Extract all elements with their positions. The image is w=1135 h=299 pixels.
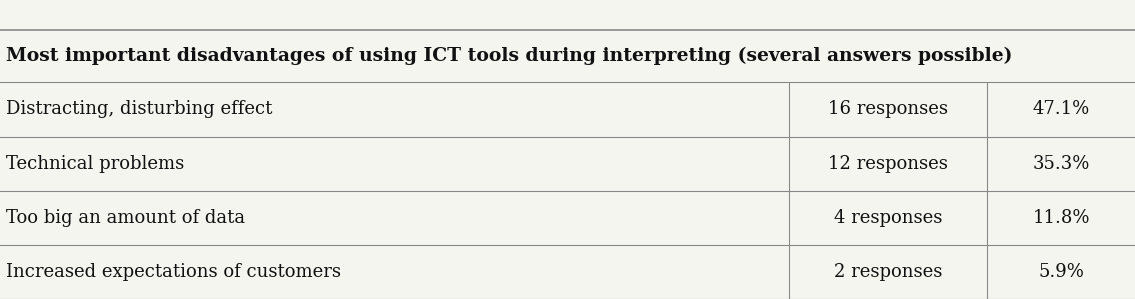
Bar [0,30,1135,82]
Text: 12 responses: 12 responses [829,155,948,173]
Text: 4 responses: 4 responses [834,209,942,227]
Bar [0,82,1135,137]
Text: Increased expectations of customers: Increased expectations of customers [6,263,340,281]
Bar [0,137,1135,191]
Text: 35.3%: 35.3% [1033,155,1090,173]
Text: 5.9%: 5.9% [1039,263,1084,281]
Text: 16 responses: 16 responses [829,100,948,118]
Text: Technical problems: Technical problems [6,155,184,173]
Text: 2 responses: 2 responses [834,263,942,281]
Text: Too big an amount of data: Too big an amount of data [6,209,245,227]
Bar [0,245,1135,299]
Text: 47.1%: 47.1% [1033,100,1090,118]
Bar [0,191,1135,245]
Text: Distracting, disturbing effect: Distracting, disturbing effect [6,100,272,118]
Text: 11.8%: 11.8% [1033,209,1090,227]
Text: Most important disadvantages of using ICT tools during interpreting (several ans: Most important disadvantages of using IC… [6,47,1012,65]
